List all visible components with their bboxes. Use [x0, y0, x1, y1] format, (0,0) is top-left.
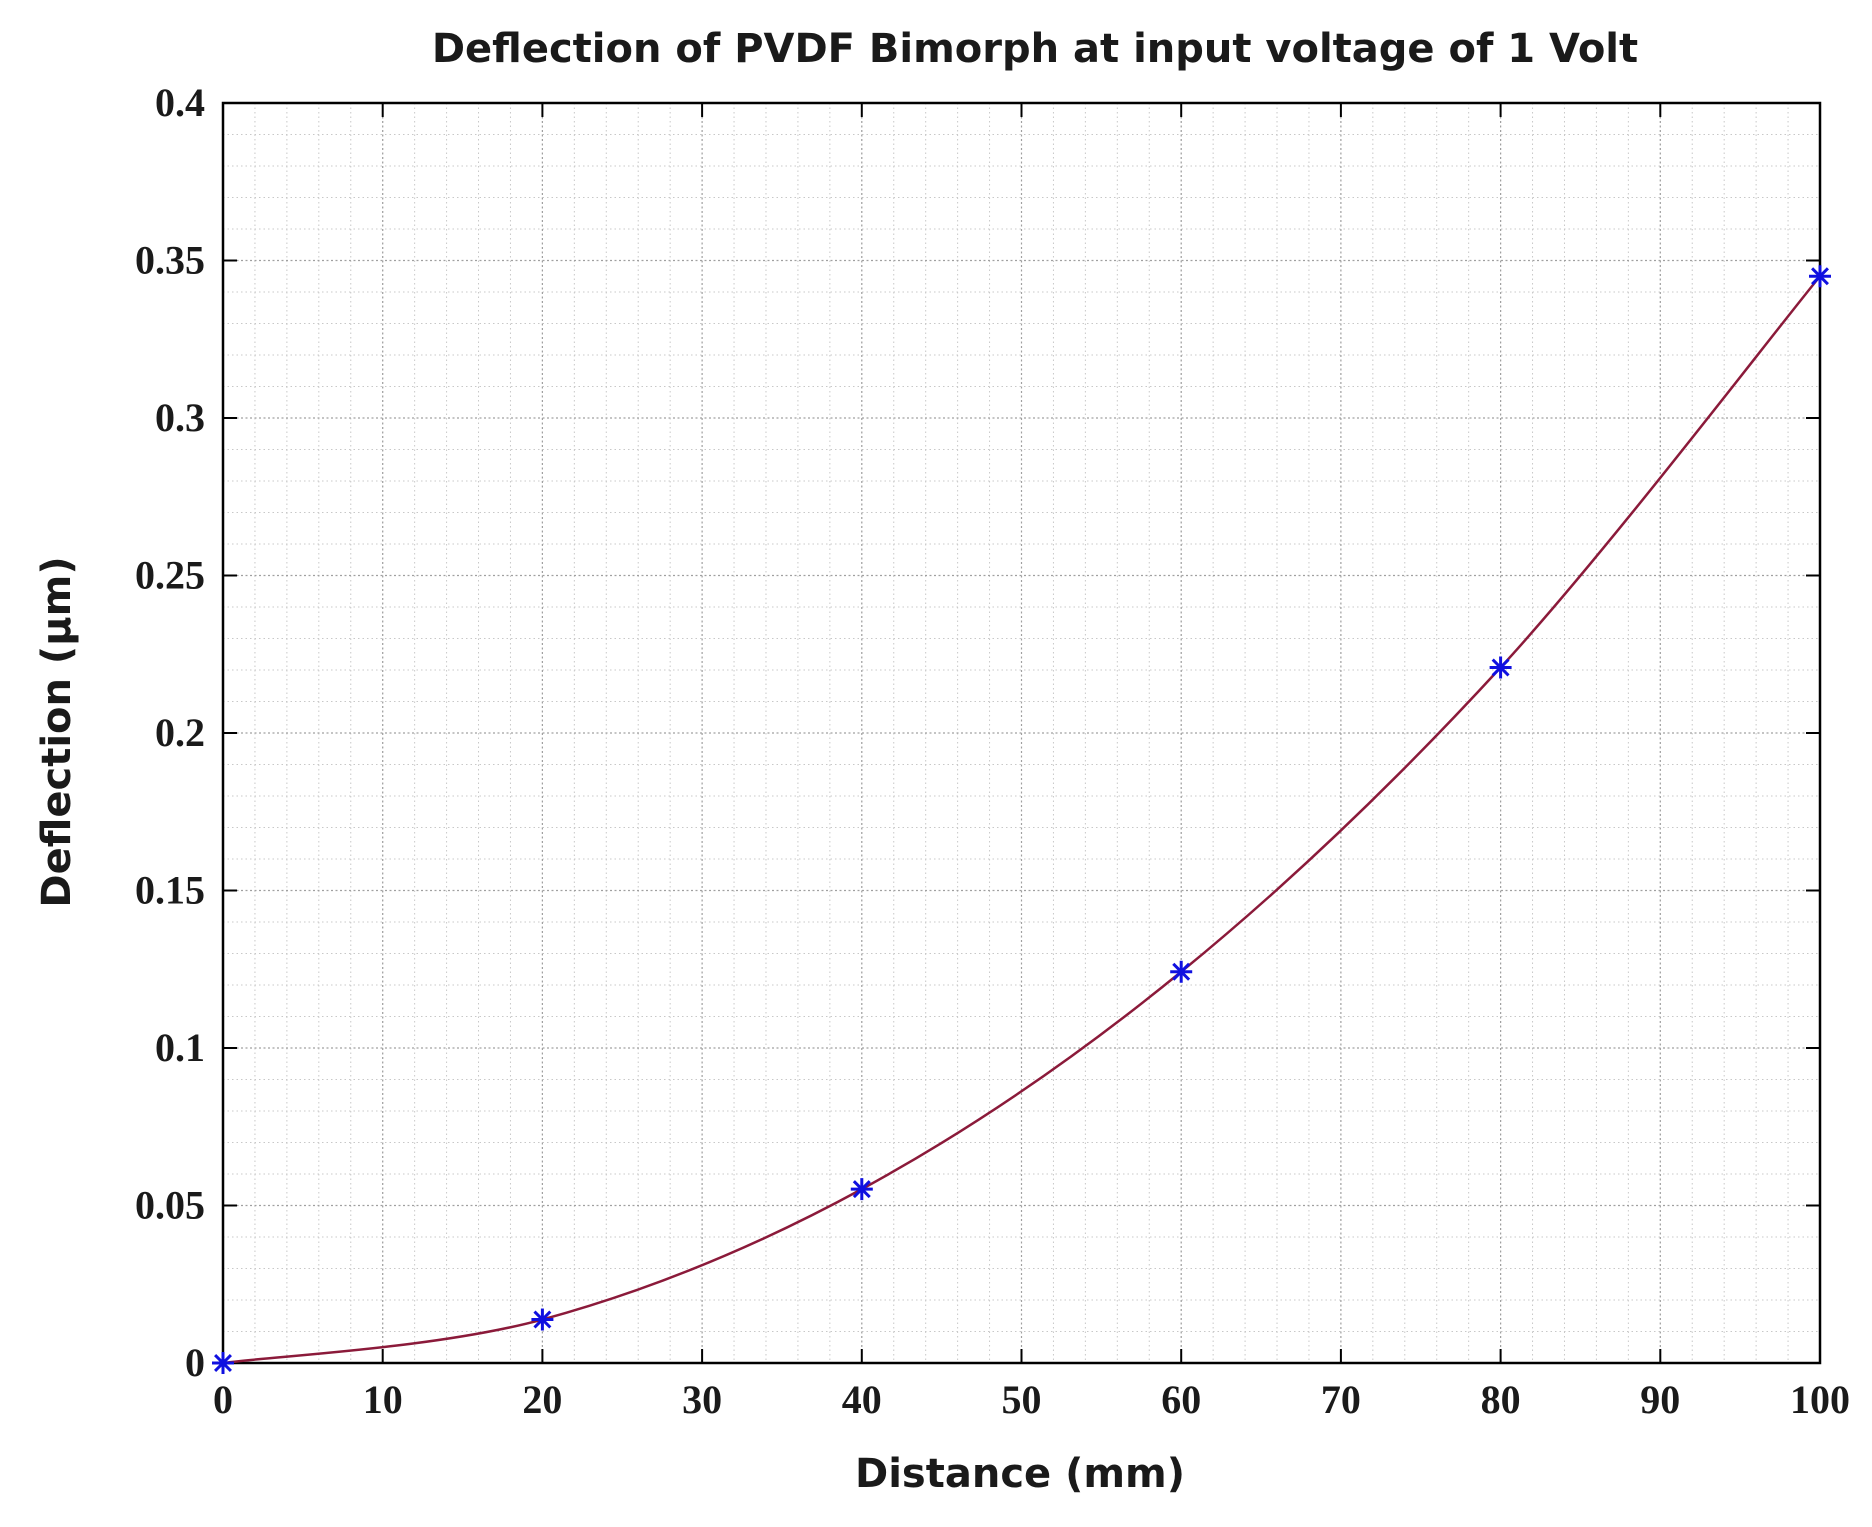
y-tick-labels: 0 0.05 0.1 0.15 0.2 0.25 0.3 0.35 0.4 [135, 80, 205, 1385]
data-point-marker [850, 1178, 873, 1201]
y-tick-label: 0.05 [135, 1183, 205, 1228]
x-tick-label: 0 [213, 1377, 233, 1422]
x-tick-label: 50 [1002, 1377, 1042, 1422]
x-tick-labels: 0 10 20 30 40 50 60 70 80 90 100 [213, 1377, 1850, 1422]
y-tick-label: 0.4 [155, 80, 205, 125]
data-point-marker [1489, 656, 1512, 679]
y-tick-label: 0 [185, 1340, 205, 1385]
x-tick-label: 80 [1481, 1377, 1521, 1422]
x-tick-label: 20 [522, 1377, 562, 1422]
y-tick-label: 0.1 [155, 1025, 205, 1070]
x-tick-label: 90 [1640, 1377, 1680, 1422]
series-layer [222, 275, 1821, 1365]
chart-title: Deflection of PVDF Bimorph at input volt… [432, 26, 1638, 72]
y-tick-label: 0.15 [135, 868, 205, 913]
x-tick-label: 40 [842, 1377, 882, 1422]
y-tick-label: 0.3 [155, 395, 205, 440]
x-tick-label: 100 [1790, 1377, 1850, 1422]
y-tick-label: 0.2 [155, 710, 205, 755]
y-tick-label: 0.25 [135, 553, 205, 598]
plot-frame [221, 101, 1822, 1365]
x-tick-label: 10 [363, 1377, 403, 1422]
y-tick-label: 0.35 [135, 238, 205, 283]
data-point-marker [212, 1352, 234, 1374]
series-line-0 [222, 275, 1821, 1365]
data-point-marker [531, 1308, 554, 1331]
x-axis-label: Distance (mm) [855, 1451, 1185, 1497]
x-tick-label: 30 [682, 1377, 722, 1422]
data-point-marker [1170, 960, 1193, 983]
data-point-marker [1809, 265, 1831, 288]
x-tick-label: 70 [1321, 1377, 1361, 1422]
x-tick-label: 60 [1161, 1377, 1201, 1422]
y-axis-label: Deflection (µm) [34, 556, 80, 907]
marker-layer [212, 265, 1831, 1374]
